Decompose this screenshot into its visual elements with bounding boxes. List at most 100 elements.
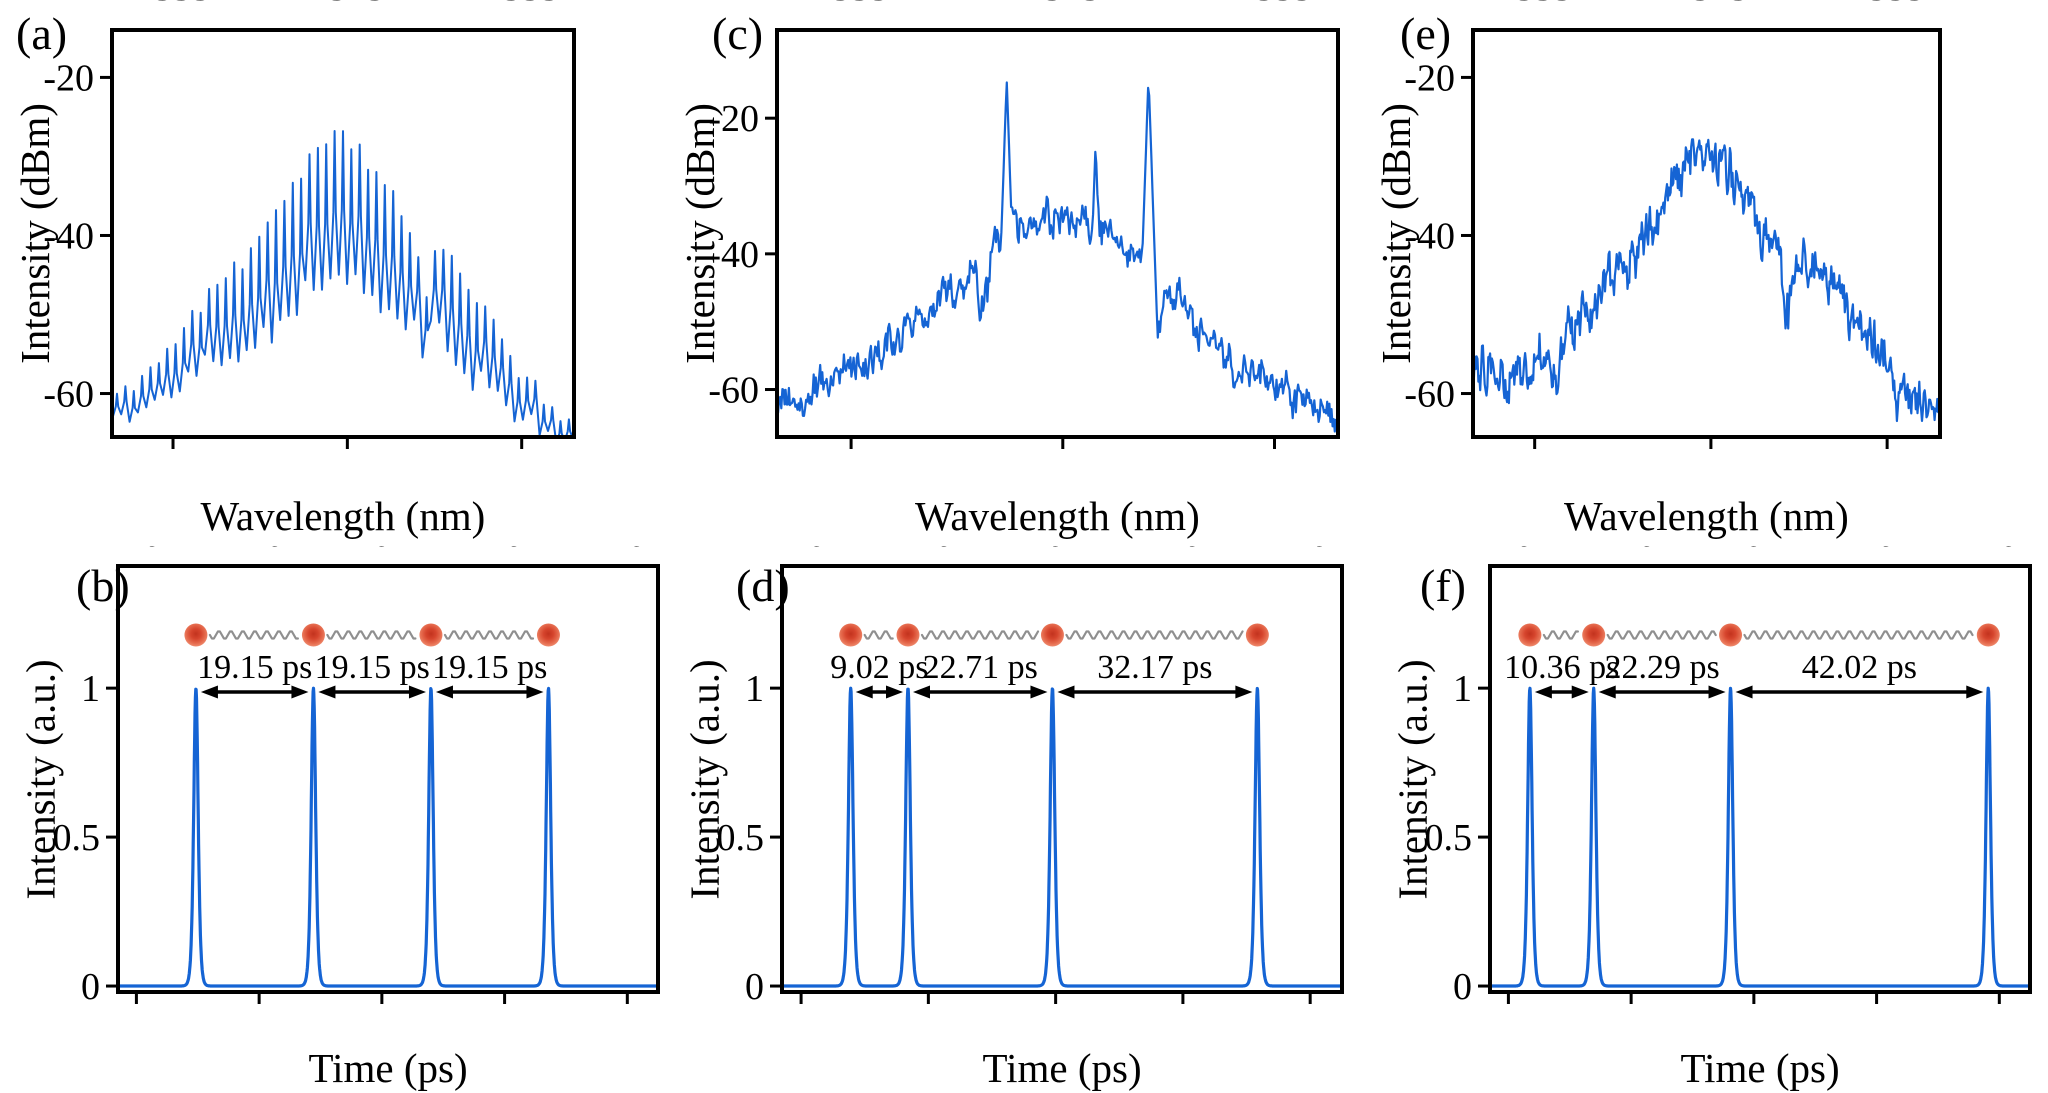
y-tick-label: 0.5 <box>717 817 765 859</box>
separation-label: 19.15 ps <box>432 649 547 686</box>
plot-border <box>775 28 1340 439</box>
arrowhead-left-icon <box>1534 685 1552 699</box>
spring-line <box>863 630 894 640</box>
x-tick-label: -20 <box>234 546 285 555</box>
soliton-dot <box>419 623 443 647</box>
x-tick-label: -40 <box>776 546 827 555</box>
x-tick-label: 1535 <box>1497 0 1573 9</box>
spring-line <box>208 630 299 640</box>
panel-b-letter: (b) <box>76 560 130 611</box>
separation-label: 42.02 ps <box>1802 649 1917 686</box>
soliton-dot <box>839 623 863 647</box>
panel-a-x-axis-title: Wavelength (nm) <box>200 492 486 539</box>
panel-e-letter: (e) <box>1400 8 1452 59</box>
arrowhead-left-icon <box>318 685 336 699</box>
spectrum-curve <box>778 81 1337 433</box>
x-tick-label: 20 <box>1858 546 1896 555</box>
panel-a-y-axis-title: Intensity (dBm) <box>11 103 58 364</box>
y-tick-label: 0.5 <box>1425 817 1473 859</box>
y-tick-label: 1 <box>1453 668 1472 710</box>
arrowhead-right-icon <box>526 685 544 699</box>
arrowhead-left-icon <box>435 685 453 699</box>
spectrum-curve <box>113 130 573 436</box>
x-tick-label: 1535 <box>135 0 211 9</box>
separation-label: 22.71 ps <box>923 649 1038 686</box>
arrowhead-left-icon <box>1057 685 1075 699</box>
spring-line <box>1542 630 1579 640</box>
panel-b-y-axis-title: Intensity (a.u.) <box>17 658 64 900</box>
y-tick-label: 0.5 <box>53 817 101 859</box>
panel-e-plot: 1535 1545 1555 -20 -40 -60 <box>1404 0 1942 449</box>
x-tick-label: 1535 <box>813 0 889 9</box>
plot-border <box>1488 564 2032 994</box>
plot-border <box>116 564 660 994</box>
spring-line <box>1606 630 1717 640</box>
separation-label: 19.15 ps <box>197 649 312 686</box>
separation-label: 19.15 ps <box>315 649 430 686</box>
panel-f-letter: (f) <box>1420 560 1466 611</box>
y-tick-label: -40 <box>43 215 94 257</box>
x-tick-label: 40 <box>1980 546 2018 555</box>
arrowhead-right-icon <box>1235 685 1253 699</box>
soliton-dot <box>1719 623 1743 647</box>
y-tick-label: -20 <box>1404 57 1455 99</box>
panel-a: 1535 1545 1555 -20 -40 -60 (a) Intensity (dBm… <box>0 0 683 546</box>
y-tick-label: 1 <box>81 668 100 710</box>
soliton-dot <box>184 623 208 647</box>
soliton-dot <box>896 623 920 647</box>
y-tick-label: -40 <box>708 234 759 276</box>
panel-f-x-axis-title: Time (ps) <box>1680 1044 1840 1091</box>
x-tick-label: -20 <box>1606 546 1657 555</box>
panel-d-x-axis-title: Time (ps) <box>982 1044 1142 1091</box>
plot-border <box>780 564 1344 994</box>
separation-label: 10.36 ps <box>1504 649 1619 686</box>
soliton-dot <box>1040 623 1064 647</box>
spring-line <box>1743 630 1974 640</box>
panel-e-x-axis-title: Wavelength (nm) <box>1564 492 1849 539</box>
spring-line <box>920 630 1040 640</box>
plot-border <box>110 28 576 439</box>
x-tick-label: -40 <box>1483 546 1534 555</box>
y-tick-label: 0 <box>81 966 100 1008</box>
panel-f-y-axis-title: Intensity (a.u.) <box>1389 658 1436 900</box>
plot-border <box>1471 28 1942 439</box>
arrowhead-right-icon <box>291 685 309 699</box>
arrowhead-right-icon <box>1571 685 1589 699</box>
pulse-curve <box>1491 686 2029 988</box>
x-tick-label: 20 <box>1164 546 1202 555</box>
panel-a-plot: 1535 1545 1555 -20 -40 -60 <box>43 0 576 449</box>
soliton-dot <box>1245 623 1269 647</box>
x-tick-label: 0 <box>1744 546 1763 555</box>
panel-e-y-axis-title: Intensity (dBm) <box>1372 103 1419 364</box>
panel-b-x-axis-title: Time (ps) <box>308 1044 468 1091</box>
x-tick-label: 40 <box>608 546 646 555</box>
panel-c-x-axis-title: Wavelength (nm) <box>915 492 1200 539</box>
x-tick-label: -20 <box>903 546 954 555</box>
x-tick-label: 1545 <box>1025 0 1101 9</box>
y-tick-label: -40 <box>1404 215 1455 257</box>
x-tick-label: 1555 <box>1236 0 1312 9</box>
x-tick-label: -40 <box>111 546 162 555</box>
spectrum-curve <box>1474 138 1939 427</box>
x-tick-label: 40 <box>1291 546 1329 555</box>
y-tick-label: -60 <box>43 374 94 416</box>
separation-label: 32.17 ps <box>1097 649 1212 686</box>
panel-e: 1535 1545 1555 -20 -40 -60 (e) Intensity (dBm… <box>1365 0 2048 546</box>
panel-d-y-axis-title: Intensity (a.u.) <box>681 658 728 900</box>
x-tick-label: 0 <box>1046 546 1065 555</box>
y-tick-label: 1 <box>745 668 764 710</box>
panel-c-plot: 1535 1545 1555 -20 -40 -60 <box>708 0 1340 449</box>
panel-c-letter: (c) <box>712 8 764 59</box>
separation-label: 22.29 ps <box>1605 649 1720 686</box>
pulse-curve <box>119 686 657 988</box>
soliton-dot <box>1518 623 1542 647</box>
panel-a-letter: (a) <box>16 8 68 59</box>
arrowhead-right-icon <box>1708 685 1726 699</box>
spring-line <box>443 630 535 640</box>
